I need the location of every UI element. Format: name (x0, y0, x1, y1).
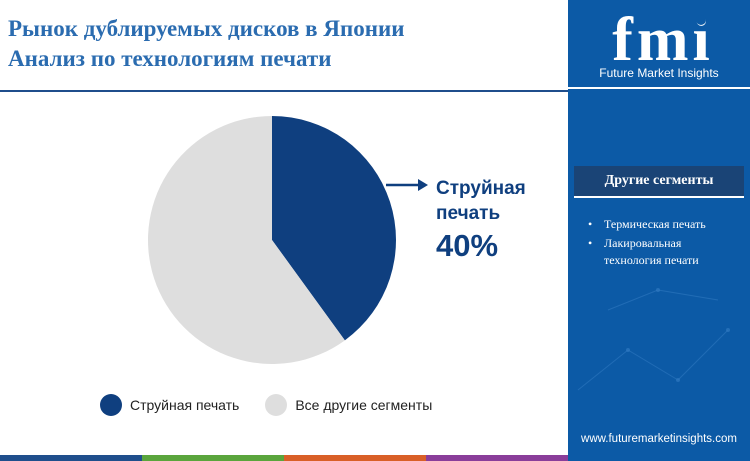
legend-label-inkjet: Струйная печать (130, 397, 240, 413)
bottom-bar-segment-4 (426, 455, 568, 461)
chart-title: Рынок дублируемых дисков в Японии Анализ… (8, 14, 563, 74)
website-link[interactable]: www.futuremarketinsights.com (581, 433, 737, 445)
fmi-logo-text: fmi (612, 8, 714, 68)
other-segments-title: Другие сегменты (604, 173, 714, 188)
brand-divider (568, 87, 750, 89)
legend-item-others: Все другие сегменты (265, 394, 432, 416)
legend-label-others: Все другие сегменты (295, 397, 433, 413)
callout-value: 40% (436, 228, 499, 263)
callout-arrow (386, 179, 428, 191)
brand-name: Future Market Insights (599, 66, 719, 80)
sidebar: fmi Future Market Insights Другие сегмен… (568, 0, 750, 461)
other-segments-list: Термическая печать Лакировальная техноло… (588, 216, 740, 271)
pie-slice-inkjet (272, 116, 397, 341)
other-segments-header: Другие сегменты (574, 166, 744, 198)
pie-chart (148, 116, 428, 364)
chart-title-line2: Анализ по технологиям печати (8, 46, 332, 71)
chart-panel: Рынок дублируемых дисков в Японии Анализ… (0, 14, 568, 461)
background-network-decoration (577, 288, 730, 391)
bottom-color-bar (0, 455, 568, 461)
fmi-logo: fmi (612, 8, 714, 68)
list-item: Термическая печать (588, 216, 740, 233)
list-item: Лакировальная технология печати (588, 235, 740, 269)
bottom-bar-segment-2 (142, 455, 284, 461)
legend-item-inkjet: Струйная печать (100, 394, 239, 416)
chart-title-line1: Рынок дублируемых дисков в Японии (8, 16, 405, 41)
bottom-bar-segment-1 (0, 455, 142, 461)
bottom-bar-segment-3 (284, 455, 426, 461)
legend-swatch-inkjet (100, 394, 122, 416)
title-divider (0, 90, 568, 92)
callout-label: Струйная печать (436, 178, 526, 224)
chart-legend: Струйная печать Все другие сегменты (100, 394, 458, 416)
pie-slice-others (148, 116, 345, 364)
legend-swatch-others (265, 394, 288, 416)
